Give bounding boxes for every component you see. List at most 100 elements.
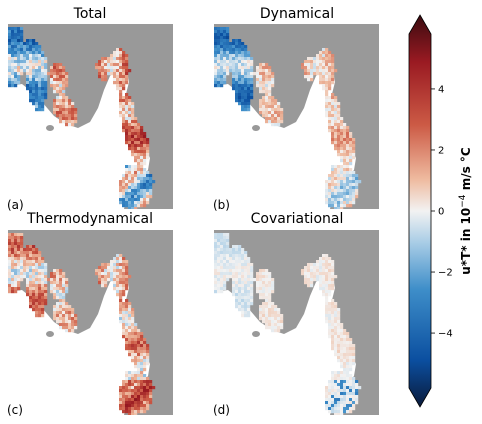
field-cell [14,36,18,40]
field-cell [223,33,227,37]
field-cell [343,204,347,208]
field-cell [134,186,138,190]
field-cell [119,195,123,199]
field-cell [343,195,347,199]
field-cell [143,198,147,202]
field-cell [20,42,24,46]
field-cell [262,302,266,306]
field-cell [125,266,129,270]
field-cell [349,359,353,363]
field-cell [217,251,221,255]
field-cell [113,66,117,70]
field-cell [268,90,272,94]
field-cell [128,383,132,387]
field-cell [241,108,245,112]
field-cell [337,183,341,187]
field-cell [62,87,66,91]
field-cell [238,81,242,85]
field-cell [223,281,227,285]
field-cell [244,66,248,70]
field-cell [328,72,332,76]
field-cell [35,284,39,288]
field-cell [274,102,278,106]
field-cell [23,275,27,279]
field-cell [38,90,42,94]
field-cell [337,407,341,411]
field-cell [53,293,57,297]
field-cell [104,75,108,79]
field-cell [59,317,63,321]
field-cell [26,42,30,46]
field-cell [128,69,132,73]
field-cell [274,326,278,330]
field-cell [319,60,323,64]
field-cell [143,368,147,372]
field-cell [122,87,126,91]
field-cell [62,120,66,124]
field-cell [143,356,147,360]
field-cell [334,395,338,399]
field-cell [131,168,135,172]
field-cell [8,72,12,76]
field-cell [74,120,78,124]
field-cell [17,254,21,258]
field-cell [26,60,30,64]
field-cell [23,69,27,73]
field-cell [41,281,45,285]
field-cell [313,269,317,273]
field-cell [352,401,356,405]
field-cell [134,168,138,172]
field-cell [325,389,329,393]
field-cell [14,242,18,246]
field-cell [26,293,30,297]
field-cell [226,63,230,67]
field-cell [223,69,227,73]
field-cell [14,30,18,34]
field-cell [32,69,36,73]
field-cell [322,84,326,88]
field-cell [44,60,48,64]
field-cell [128,329,132,333]
field-cell [250,78,254,82]
field-cell [268,84,272,88]
field-cell [38,72,42,76]
field-cell [334,392,338,396]
field-cell [244,51,248,55]
field-cell [134,189,138,193]
field-cell [116,293,120,297]
field-cell [53,108,57,112]
field-cell [26,51,30,55]
field-cell [107,263,111,267]
field-cell [128,341,132,345]
field-cell [232,263,236,267]
field-cell [328,410,332,414]
field-cell [232,266,236,270]
field-cell [349,344,353,348]
field-cell [262,114,266,118]
field-cell [32,260,36,264]
field-cell [71,111,75,115]
field-cell [119,314,123,318]
field-cell [137,401,141,405]
field-cell [325,105,329,109]
field-cell [122,329,126,333]
field-cell [346,356,350,360]
field-cell [325,81,329,85]
field-cell [125,323,129,327]
field-cell [116,57,120,61]
field-cell [137,374,141,378]
field-cell [340,198,344,202]
field-cell [119,180,123,184]
field-cell [101,57,105,61]
field-cell [319,72,323,76]
field-cell [259,305,263,309]
field-cell [265,102,269,106]
field-cell [35,311,39,315]
field-cell [322,81,326,85]
field-cell [134,362,138,366]
field-cell [331,198,335,202]
field-cell [232,290,236,294]
field-cell [334,180,338,184]
field-cell [325,398,329,402]
field-cell [17,266,21,270]
